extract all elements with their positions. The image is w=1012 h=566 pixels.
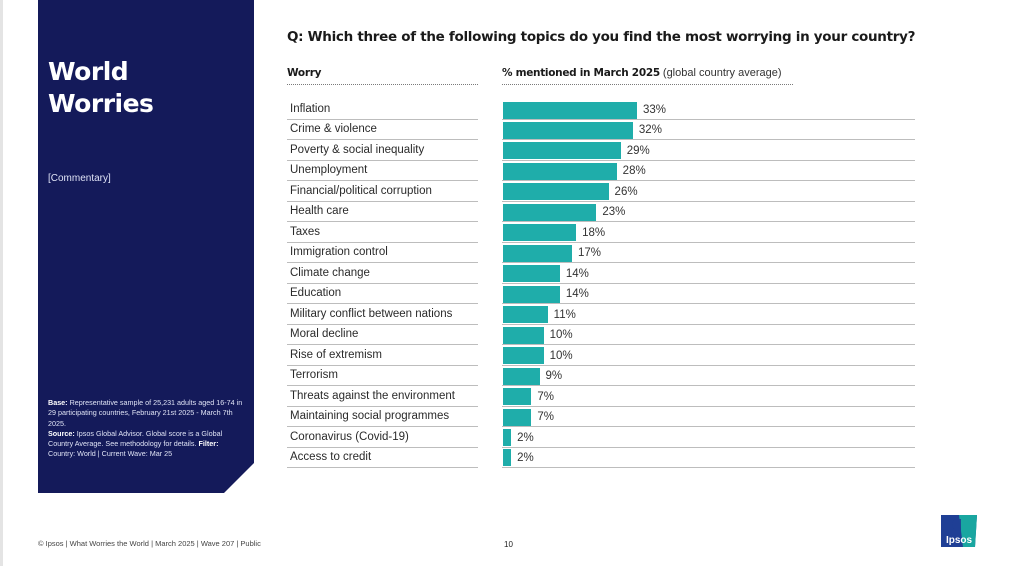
category-label: Maintaining social programmes <box>287 407 478 428</box>
row-separator <box>502 262 915 264</box>
panel-title-line1: World <box>48 57 129 86</box>
filter-label: Filter: <box>198 439 219 449</box>
value-label: 2% <box>517 451 534 464</box>
row-separator <box>502 405 915 407</box>
category-label: Terrorism <box>287 366 478 387</box>
row-separator <box>502 466 915 468</box>
value-label: 7% <box>537 411 555 424</box>
question-title: Q: Which three of the following topics d… <box>287 29 916 45</box>
category-label: Education <box>287 284 478 305</box>
value-label: 29% <box>626 144 650 157</box>
row-separator <box>502 344 915 346</box>
row-separator <box>502 241 915 243</box>
value-label: 9% <box>545 370 563 383</box>
worry-column-header: Worry <box>287 67 478 85</box>
base-note: Base: Representative sample of 25,231 ad… <box>48 398 243 460</box>
base-text: Representative sample of 25,231 adults a… <box>48 398 243 428</box>
value-label: 7% <box>537 390 555 403</box>
value-label: 18% <box>582 226 606 239</box>
base-label: Base: <box>48 398 68 407</box>
percent-header-note: (global country average) <box>662 67 782 79</box>
value-label: 28% <box>622 165 646 178</box>
percent-header-label: % mentioned in March 2025 <box>502 67 660 79</box>
bar <box>503 408 532 426</box>
row-separator <box>502 426 915 428</box>
bar <box>503 121 633 139</box>
bar <box>503 367 540 385</box>
bar <box>503 285 560 303</box>
bar <box>503 347 544 365</box>
value-label: 23% <box>602 206 626 219</box>
category-label: Unemployment <box>287 161 478 182</box>
footer-text: © Ipsos | What Worries the World | March… <box>38 539 261 548</box>
bar <box>503 265 560 283</box>
commentary-placeholder: [Commentary] <box>48 173 111 184</box>
left-edge-strip <box>0 0 3 566</box>
row-separator <box>502 364 915 366</box>
category-label: Military conflict between nations <box>287 305 478 325</box>
row-separator <box>502 323 915 325</box>
value-label: 2% <box>517 431 534 444</box>
row-separator <box>502 303 915 305</box>
row-separator <box>502 221 915 223</box>
category-label: Financial/political corruption <box>287 182 478 202</box>
source-text: Ipsos Global Advisor. Global score is a … <box>48 428 223 449</box>
row-separator <box>502 119 915 120</box>
category-label: Health care <box>287 202 478 223</box>
side-panel: World Worries [Commentary] Base: Represe… <box>38 0 254 493</box>
panel-title: World Worries <box>48 56 154 120</box>
bar <box>503 388 532 406</box>
category-label: Moral decline <box>287 325 478 346</box>
category-label: Crime & violence <box>287 120 478 141</box>
value-label: 11% <box>553 308 576 321</box>
value-label: 26% <box>614 185 638 198</box>
ipsos-logo: Ipsos <box>941 515 977 547</box>
value-label: 10% <box>549 329 573 342</box>
bar <box>503 142 621 160</box>
source-label: Source: <box>48 428 75 438</box>
category-label: Immigration control <box>287 243 478 264</box>
bar <box>503 203 597 221</box>
bar <box>503 449 512 467</box>
row-separator <box>502 159 915 161</box>
row-separator <box>502 385 915 387</box>
category-label: Coronavirus (Covid-19) <box>287 428 478 448</box>
row-separator <box>502 200 915 202</box>
row-separator <box>502 282 915 284</box>
row-separator <box>502 139 915 141</box>
category-label: Poverty & social inequality <box>287 141 478 161</box>
bar <box>503 224 577 242</box>
logo-text: Ipsos <box>946 535 973 546</box>
row-separator <box>502 180 915 182</box>
bar <box>503 429 512 447</box>
bar <box>503 183 609 201</box>
category-label: Threats against the environment <box>287 387 478 407</box>
value-label: 17% <box>578 247 602 260</box>
category-label: Access to credit <box>287 448 478 468</box>
category-label: Climate change <box>287 264 478 284</box>
category-label: Taxes <box>287 223 478 243</box>
category-label: Inflation <box>287 100 478 120</box>
panel-title-line2: Worries <box>48 89 154 118</box>
value-label: 33% <box>642 104 666 116</box>
bar <box>503 162 617 180</box>
row-separator <box>502 446 915 448</box>
page-number: 10 <box>504 540 513 549</box>
percent-column-header: % mentioned in March 2025 (global countr… <box>502 67 793 85</box>
worry-header-label: Worry <box>287 67 322 79</box>
bar <box>503 244 573 262</box>
bar <box>503 101 637 119</box>
value-label: 14% <box>565 288 589 301</box>
value-label: 32% <box>638 124 662 137</box>
bar <box>503 326 544 344</box>
value-label: 14% <box>565 267 589 280</box>
category-label: Rise of extremism <box>287 346 478 366</box>
bar <box>503 306 548 324</box>
value-label: 10% <box>549 349 573 362</box>
filter-text: Country: World | Current Wave: Mar 25 <box>48 449 173 459</box>
